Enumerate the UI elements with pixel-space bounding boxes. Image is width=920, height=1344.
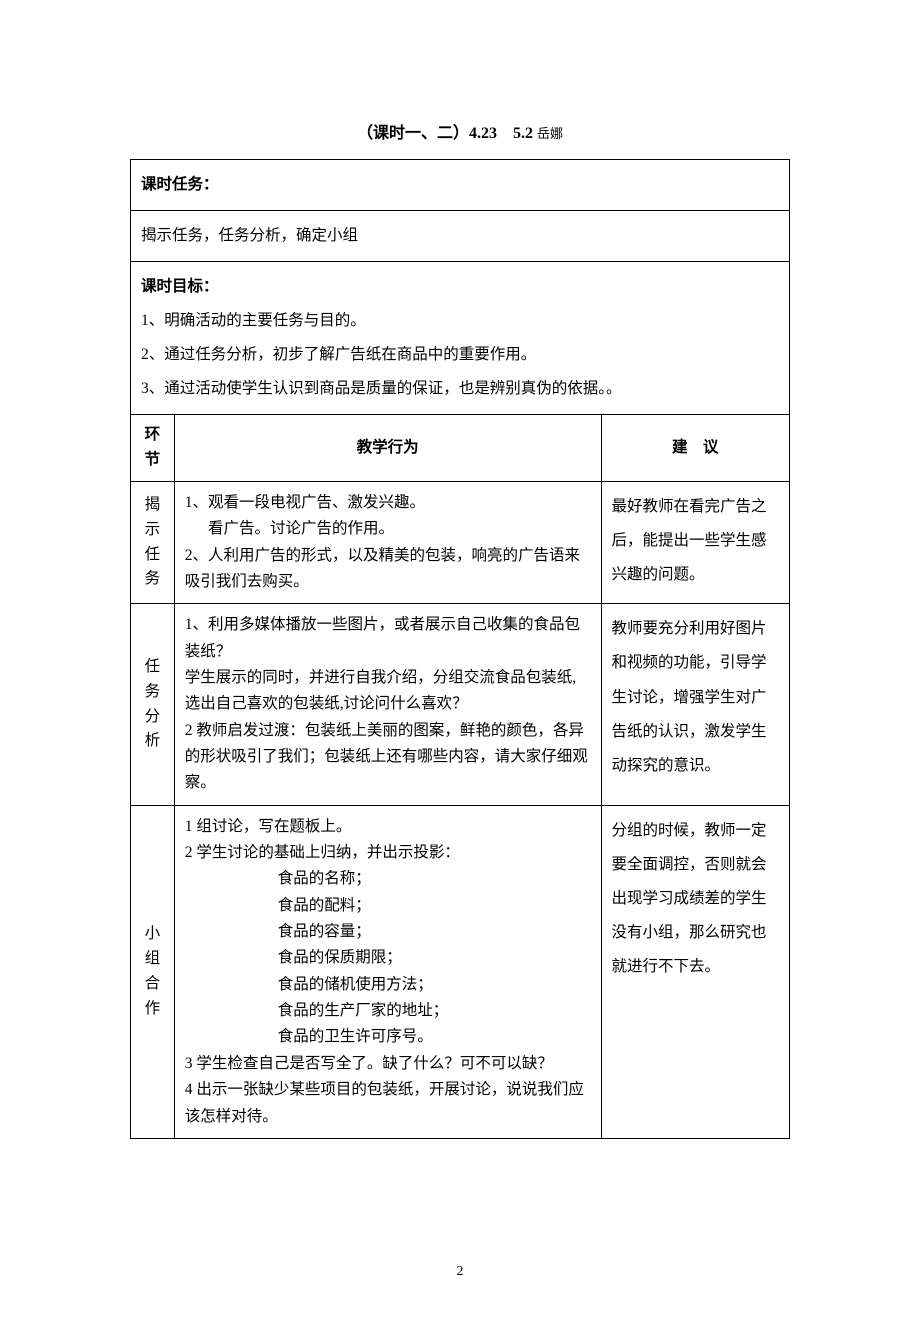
row1-teaching: 1、观看一段电视广告、激发兴趣。 看广告。讨论广告的作用。 2、人利用广告的形式… xyxy=(174,481,601,603)
header-suggest: 建 议 xyxy=(601,415,789,482)
goal-line3: 3、通过活动使学生认识到商品是质量的保证，也是辨别真伪的依据。。 xyxy=(141,372,779,406)
row3-env: 小 组 合 作 xyxy=(131,805,175,1138)
task-header: 课时任务： xyxy=(141,168,779,202)
row3-suggest: 分组的时候，教师一定要全面调控，否则就会出现学习成绩差的学生没有小组，那么研究也… xyxy=(601,805,789,1138)
row1-env: 揭 示 任 务 xyxy=(131,481,175,603)
row3-teaching: 1 组讨论，写在题板上。 2 学生讨论的基础上归纳，并出示投影： 食品的名称； … xyxy=(174,805,601,1138)
header-teaching: 教学行为 xyxy=(174,415,601,482)
lesson-table: 课时任务： 揭示任务，任务分析，确定小组 课时目标： 1、明确活动的主要任务与目… xyxy=(130,159,790,1139)
goal-section: 课时目标： 1、明确活动的主要任务与目的。 2、通过任务分析，初步了解广告纸在商… xyxy=(131,261,790,414)
task-content: 揭示任务，任务分析，确定小组 xyxy=(131,210,790,261)
row2-env: 任 务 分 析 xyxy=(131,604,175,805)
title-sub: 岳娜 xyxy=(537,126,563,141)
task-section: 课时任务： xyxy=(131,159,790,210)
goal-line1: 1、明确活动的主要任务与目的。 xyxy=(141,304,779,338)
page-number: 2 xyxy=(130,1259,790,1284)
goal-header: 课时目标： xyxy=(141,270,779,304)
title-main: （课时一、二）4.23 5.2 xyxy=(357,125,533,142)
row1-suggest: 最好教师在看完广告之后，能提出一些学生感兴趣的问题。 xyxy=(601,481,789,603)
row2-teaching: 1、利用多媒体播放一些图片，或者展示自己收集的食品包装纸？ 学生展示的同时，并进… xyxy=(174,604,601,805)
header-env: 环 节 xyxy=(131,415,175,482)
page-title: （课时一、二）4.23 5.2 岳娜 xyxy=(130,120,790,149)
header-env-b: 节 xyxy=(135,448,170,473)
goal-line2: 2、通过任务分析，初步了解广告纸在商品中的重要作用。 xyxy=(141,338,779,372)
row2-suggest: 教师要充分利用好图片和视频的功能，引导学生讨论，增强学生对广告纸的认识，激发学生… xyxy=(601,604,789,805)
header-env-a: 环 xyxy=(135,423,170,448)
